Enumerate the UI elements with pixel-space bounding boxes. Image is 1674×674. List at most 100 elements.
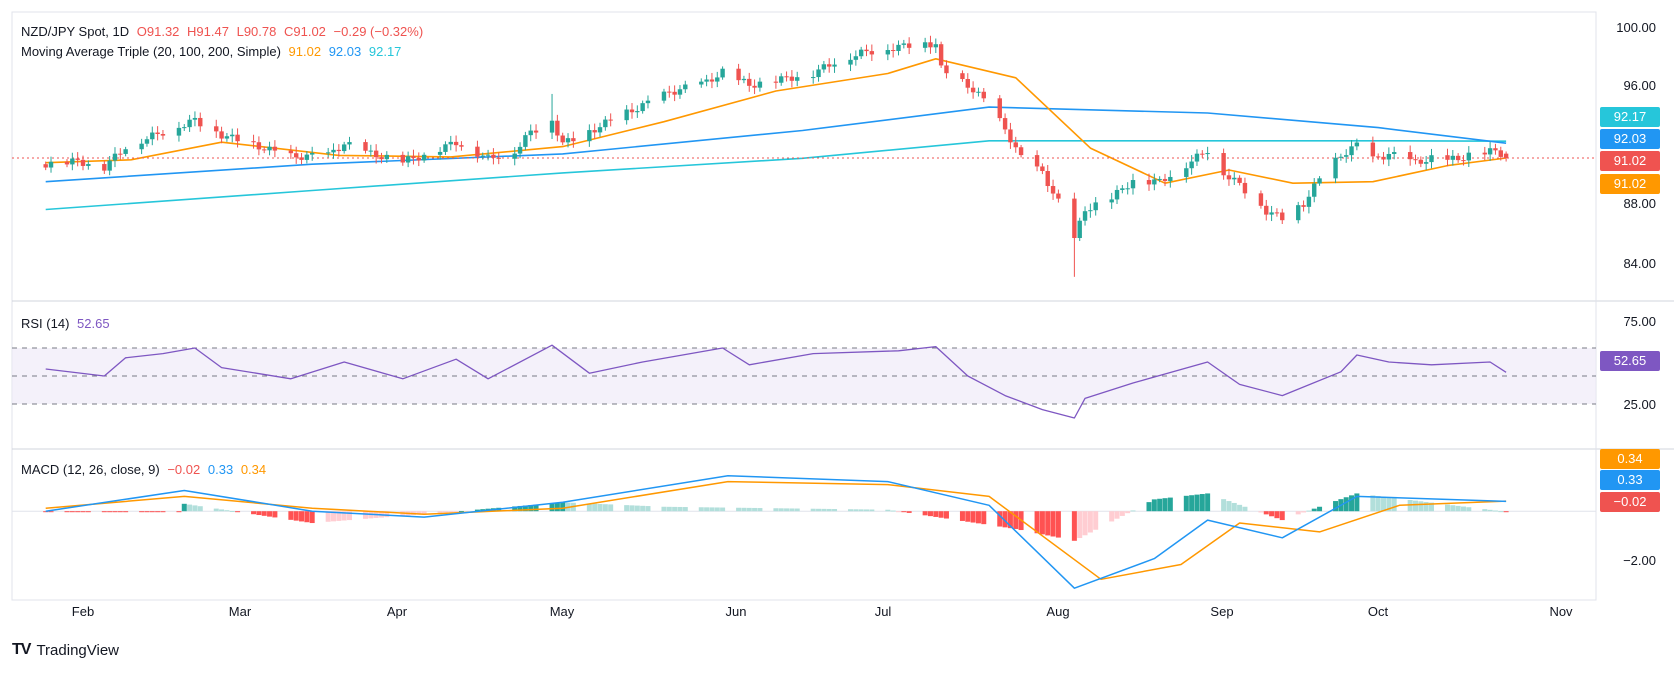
macd-histogram-bar <box>869 509 875 512</box>
candle-body <box>219 131 224 139</box>
macd-histogram-bar <box>736 507 742 512</box>
x-tick: Nov <box>1549 604 1573 619</box>
macd-histogram-bar <box>1109 511 1115 522</box>
macd-histogram-bar <box>1311 508 1317 512</box>
macd-histogram-bar <box>1258 511 1264 513</box>
macd-histogram-bar <box>794 508 800 512</box>
macd-histogram-bar <box>533 504 539 512</box>
candle-body <box>789 76 795 81</box>
candle-body <box>299 157 304 160</box>
candle-body <box>1391 152 1397 154</box>
candle-body <box>86 164 91 166</box>
macd-histogram-bar <box>997 511 1003 527</box>
macd-histogram-bar <box>197 506 203 512</box>
macd-histogram-bar <box>309 511 315 524</box>
macd-histogram-bar <box>1162 498 1168 512</box>
tradingview-logo-icon: TV <box>12 641 31 658</box>
candle-body <box>251 141 256 143</box>
candle-body <box>341 144 347 152</box>
candle-body <box>1466 152 1471 161</box>
candle-body <box>421 154 427 161</box>
candle-body <box>592 130 597 133</box>
rsi-tick: 25.00 <box>1623 397 1656 412</box>
candle-body <box>75 158 80 160</box>
candle-body <box>363 142 368 151</box>
macd-histogram-bar <box>304 511 310 523</box>
candle-body <box>1082 211 1088 221</box>
candle-body <box>1040 166 1045 172</box>
candle-body <box>981 91 986 99</box>
candle-body <box>1125 188 1130 190</box>
macd-histogram-bar <box>1221 499 1227 512</box>
candle-body <box>1296 205 1301 221</box>
candle-body <box>118 153 123 155</box>
macd-histogram-bar <box>1007 511 1013 529</box>
candle-body <box>182 127 187 129</box>
macd-histogram-bar <box>560 502 566 512</box>
macd-histogram-bar <box>885 509 891 512</box>
candle-body <box>1344 155 1349 157</box>
candle-body <box>896 44 901 51</box>
rsi-tick: 75.00 <box>1623 314 1656 329</box>
candle-body <box>160 134 166 136</box>
macd-histogram-bar <box>224 510 230 512</box>
macd-histogram-bar <box>816 508 822 512</box>
candle-body <box>683 84 688 90</box>
candle-body <box>629 109 635 113</box>
candle-body <box>1375 156 1381 158</box>
candle-body <box>864 49 869 52</box>
rsi-legend: RSI (14) 52.65 <box>21 316 114 331</box>
macd-histogram-bar <box>1125 511 1131 514</box>
macd-histogram-bar <box>1189 495 1195 512</box>
macd-histogram-bar <box>757 508 763 512</box>
candle-body <box>294 153 299 158</box>
candle-body <box>262 149 267 151</box>
change-value: −0.29 (−0.32%) <box>333 24 424 39</box>
macd-histogram-bar <box>1370 495 1376 512</box>
ma200-line <box>45 140 1507 211</box>
candle-body <box>571 138 576 142</box>
macd-histogram-bar <box>554 502 560 512</box>
candle-body <box>235 134 240 142</box>
brand[interactable]: TV TradingView <box>12 641 119 659</box>
macd-histogram-bar <box>1013 511 1019 529</box>
candle-body <box>368 150 374 152</box>
candle-body <box>496 157 501 159</box>
candle-body <box>43 164 48 168</box>
macd-histogram-bar <box>720 507 726 512</box>
candle-body <box>512 153 517 159</box>
macd-histogram-bar <box>1444 504 1450 512</box>
macd-histogram-bar <box>981 511 987 525</box>
macd-histogram-bar <box>1146 502 1152 512</box>
candle-body <box>970 87 976 93</box>
candle-body <box>667 91 672 93</box>
candle-body <box>1274 212 1280 214</box>
macd-histogram-bar <box>640 505 646 512</box>
candle-body <box>1162 178 1168 182</box>
macd-line <box>45 474 1507 589</box>
candle-body <box>517 146 523 154</box>
macd-histogram-bar <box>155 511 161 513</box>
macd-histogram-bar <box>229 511 235 513</box>
candle-body <box>1493 148 1498 151</box>
macd-histogram-bar <box>219 509 225 512</box>
candle-body <box>453 141 459 146</box>
high-value: H91.47 <box>187 24 229 39</box>
candle-body <box>635 111 640 113</box>
macd-histogram-bar <box>1450 505 1456 512</box>
candle-body <box>645 100 651 104</box>
macd-histogram-bar <box>1354 493 1360 512</box>
macd-histogram-bar <box>933 511 939 517</box>
candle-body <box>192 117 198 120</box>
candle-body <box>379 157 384 160</box>
macd-histogram-bar <box>1301 511 1307 513</box>
macd-histogram-bar <box>1002 511 1008 528</box>
macd-histogram-bar <box>187 504 193 512</box>
candle-body <box>704 79 709 82</box>
candle-body <box>1386 153 1392 160</box>
ma100-line <box>45 106 1507 183</box>
macd-histogram-bar <box>608 504 614 512</box>
candle-body <box>1088 210 1093 212</box>
candle-body <box>1498 150 1503 157</box>
